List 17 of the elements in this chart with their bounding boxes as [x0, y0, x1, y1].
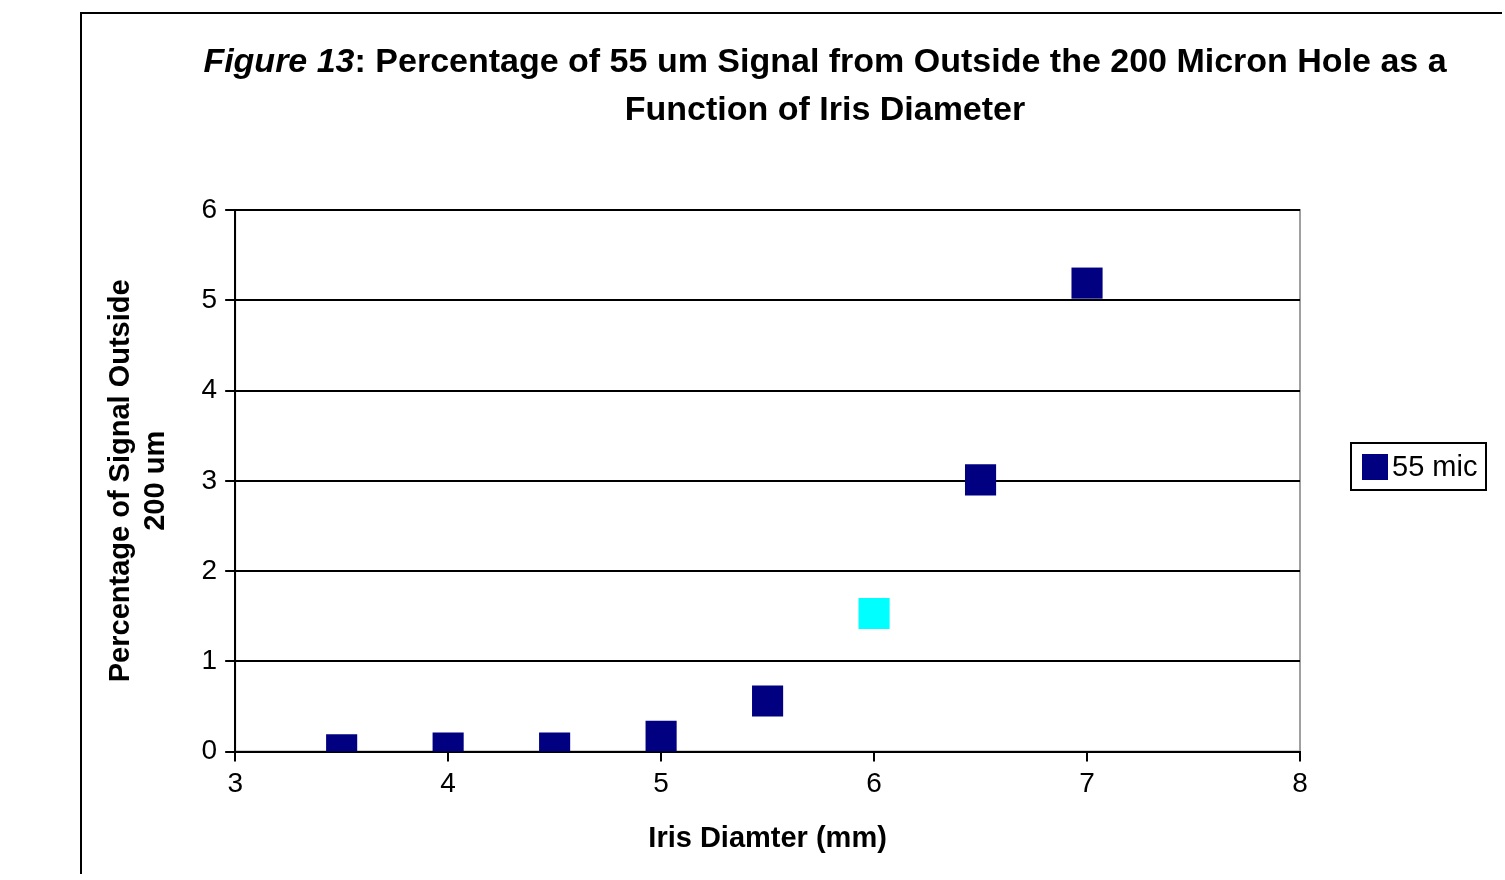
- x-tick-label: 7: [1079, 767, 1095, 799]
- chart-title: Figure 13: Percentage of 55 um Signal from Outside the 200 Micron Hole as a Function of Iris Diameter: [202, 40, 1448, 129]
- legend-label: 55 mic: [1392, 450, 1478, 483]
- y-tick-label: 5: [201, 282, 218, 314]
- x-tick-label: 4: [440, 767, 456, 799]
- y-tick-label: 2: [201, 553, 218, 585]
- x-axis-title: Iris Diamter (mm): [648, 820, 887, 853]
- y-axis-title: Percentage of Signal Outside 200 um: [103, 279, 171, 683]
- y-tick-label: 6: [201, 192, 218, 224]
- y-tick-label: 1: [201, 644, 218, 676]
- x-tick-label: 8: [1292, 767, 1308, 799]
- x-tick-label: 3: [227, 767, 243, 799]
- y-tick-label: 3: [201, 463, 218, 495]
- x-tick-label: 6: [866, 767, 882, 799]
- y-tick-label: 0: [201, 734, 218, 766]
- x-tick-label: 5: [653, 767, 669, 799]
- y-tick-label: 4: [201, 373, 218, 405]
